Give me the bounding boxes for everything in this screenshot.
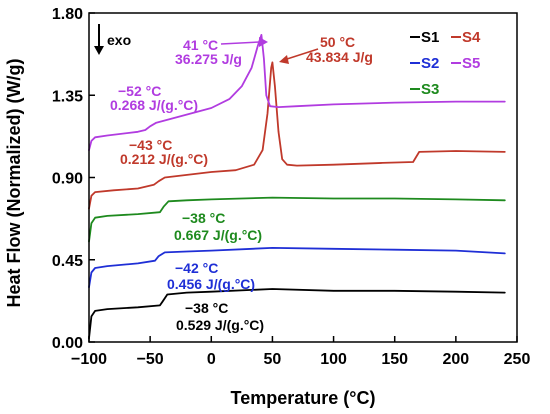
exo-indicator: exo: [94, 24, 131, 55]
annotation-s3-tg-value: 0.667 J/(g.°C): [174, 227, 262, 243]
series-line-s5: [88, 34, 506, 151]
y-tick-label: 0.90: [52, 171, 83, 188]
annotation-s5-peak-temp: 41 °C: [183, 37, 218, 53]
legend-entry-s3: S3: [410, 81, 439, 98]
annotation-s5-peak-value: 36.275 J/g: [175, 51, 242, 67]
x-tick-label: −50: [137, 351, 164, 368]
series-line-s4: [88, 61, 506, 210]
y-tick-label: 0.45: [52, 253, 83, 270]
legend-entry-s5: S5: [451, 55, 480, 72]
annotation-s4-peak-value: 43.834 J/g: [306, 49, 373, 65]
annotation-s5-tg-temp: −52 °C: [118, 83, 161, 99]
y-axis-title: Heat Flow (Normalized) (W/g): [4, 59, 24, 308]
plot-layer: [88, 34, 506, 340]
annotation-s4-arrow-shaft: [286, 48, 319, 60]
x-tick-label: 250: [504, 351, 531, 368]
annotations: −52 °C 0.268 J/(g.°C) 41 °C 36.275 J/g 5…: [110, 34, 373, 333]
series-line-s1: [88, 288, 506, 340]
annotation-s4-peak-temp: 50 °C: [320, 34, 355, 50]
series-line-s3: [88, 196, 506, 243]
annotation-s1-tg-temp: −38 °C: [185, 300, 228, 316]
annotation-s5-tg-value: 0.268 J/(g.°C): [110, 97, 198, 113]
exo-arrow-head: [94, 46, 104, 55]
y-tick-label: 1.35: [52, 88, 83, 105]
y-tick-label: 1.80: [52, 6, 83, 23]
annotation-s4-arrow-head: [279, 55, 289, 64]
legend-label-s4: S4: [462, 29, 481, 46]
annotation-s5-arrow-head: [259, 37, 268, 47]
annotation-s4-tg-value: 0.212 J/(g.°C): [120, 151, 208, 167]
legend-label-s3: S3: [421, 81, 439, 98]
x-tick-label: 150: [381, 351, 408, 368]
annotation-s2-tg-temp: −42 °C: [175, 260, 218, 276]
legend-entry-s1: S1: [410, 29, 439, 46]
annotation-s2-tg-value: 0.456 J/(g.°C): [167, 276, 255, 292]
axis-layer: −100 −50 0 50 100 150 200 250 0.00 0.45 0.90 1.35 1.…: [52, 6, 531, 368]
series-line-s2: [88, 247, 506, 289]
annotation-s3-tg-temp: −38 °C: [182, 210, 225, 226]
legend-entry-s4: S4: [451, 29, 481, 46]
x-tick-label: −100: [71, 351, 107, 368]
x-tick-label: 50: [264, 351, 282, 368]
annotation-s4-tg-temp: −43 °C: [129, 137, 172, 153]
legend-label-s1: S1: [421, 29, 439, 46]
legend-entry-s2: S2: [410, 55, 439, 72]
x-tick-label: 0: [207, 351, 216, 368]
exo-label: exo: [107, 32, 131, 48]
x-axis-title: Temperature (°C): [231, 388, 376, 408]
x-tick-label: 100: [320, 351, 347, 368]
legend-label-s5: S5: [462, 55, 480, 72]
annotation-s5-arrow-shaft: [220, 41, 261, 45]
annotation-s1-tg-value: 0.529 J/(g.°C): [176, 317, 264, 333]
x-tick-label: 200: [443, 351, 470, 368]
y-tick-label: 0.00: [52, 335, 83, 352]
legend-label-s2: S2: [421, 55, 439, 72]
legend: S1 S4 S2 S5 S3: [410, 29, 481, 98]
